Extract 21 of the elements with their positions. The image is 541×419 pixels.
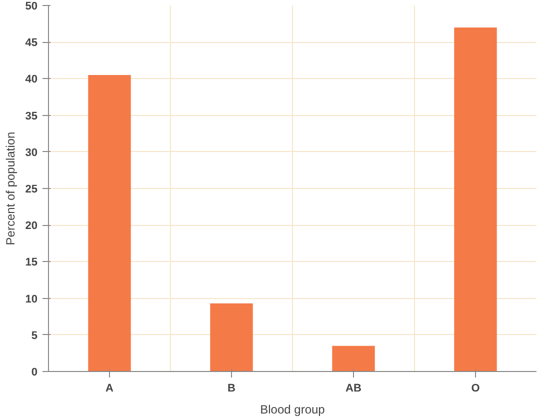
y-tick-label: 50 xyxy=(25,0,38,12)
y-tick-label: 40 xyxy=(25,74,38,86)
y-tick-label: 35 xyxy=(25,110,38,122)
y-tick-label: 20 xyxy=(25,220,38,232)
y-tick-label: 10 xyxy=(25,293,38,306)
bar xyxy=(332,346,375,372)
y-tick-label: 25 xyxy=(25,184,38,196)
bar xyxy=(210,303,253,372)
x-axis-title: Blood group xyxy=(260,402,326,416)
bar xyxy=(454,27,497,372)
x-tick-label: A xyxy=(106,382,114,394)
y-tick-label: 15 xyxy=(25,256,38,269)
x-tick-label: O xyxy=(471,382,480,394)
y-tick-label: 30 xyxy=(25,146,38,159)
y-tick-label: 45 xyxy=(25,37,38,50)
y-tick-label: 0 xyxy=(31,366,38,378)
y-tick-label: 5 xyxy=(31,330,38,342)
x-tick-label: B xyxy=(228,382,236,394)
x-tick-label: AB xyxy=(346,382,362,394)
y-axis-title: Percent of population xyxy=(3,132,18,246)
bar xyxy=(88,75,131,372)
